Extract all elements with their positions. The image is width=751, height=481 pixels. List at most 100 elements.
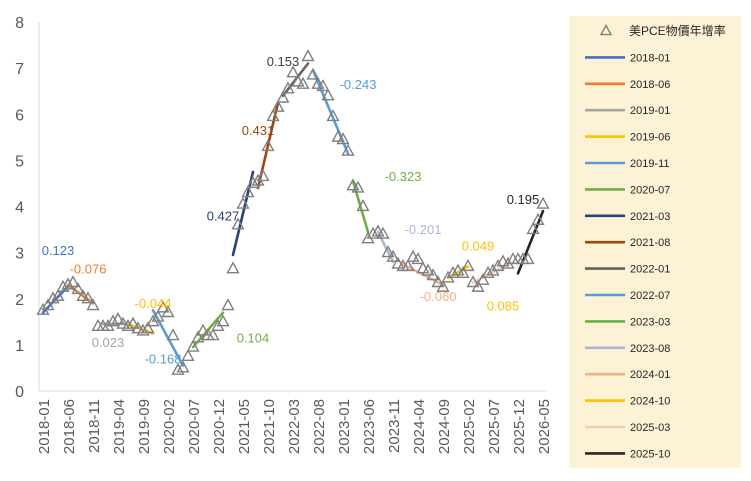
slope-label: -0.168: [145, 351, 182, 366]
data-point: [521, 252, 535, 265]
data-point: [171, 362, 185, 375]
data-point: [51, 288, 65, 302]
y-tick-label: 7: [15, 61, 24, 78]
data-point: [206, 328, 220, 341]
x-tick-label: 2022-03: [286, 399, 303, 454]
data-point: [141, 321, 155, 334]
data-point: [336, 132, 350, 145]
legend-label: 2019-01: [630, 105, 670, 117]
y-tick-label: 1: [15, 338, 24, 355]
data-point: [531, 212, 545, 225]
data-point: [46, 291, 60, 304]
data-point: [221, 298, 235, 311]
data-point: [316, 79, 330, 92]
legend-label: 2023-08: [630, 343, 670, 355]
x-tick-label: 2019-09: [136, 399, 153, 454]
slope-label: 0.427: [207, 208, 240, 223]
slope-label: -0.060: [420, 289, 457, 304]
data-point: [291, 74, 305, 87]
data-point: [276, 90, 290, 103]
x-tick-label: 2023-06: [361, 399, 378, 454]
data-point: [226, 261, 240, 274]
scatter-points: [36, 49, 550, 375]
slope-label: -0.044: [135, 296, 172, 311]
data-point: [86, 298, 100, 311]
data-point: [466, 275, 480, 288]
data-point: [116, 316, 130, 329]
data-point: [246, 175, 260, 189]
data-point: [166, 328, 180, 341]
legend-label: 2019-11: [630, 158, 670, 170]
data-point: [301, 49, 315, 62]
y-tick-label: 4: [15, 200, 24, 217]
slope-label: 0.153: [267, 54, 300, 69]
data-point: [161, 305, 175, 318]
x-tick-label: 2019-04: [111, 399, 128, 454]
data-point: [121, 318, 135, 332]
y-tick-label: 3: [15, 246, 24, 263]
slope-label: 0.123: [42, 243, 75, 258]
legend: 美PCE物價年增率 2018-01 2018-06 2019-01 2019-06 201…: [569, 16, 741, 468]
data-point: [126, 316, 140, 329]
x-tick-label: 2021-05: [236, 399, 253, 454]
data-point: [406, 249, 420, 262]
slope-label: 0.195: [507, 192, 540, 207]
data-point: [61, 277, 75, 290]
data-point: [261, 139, 275, 152]
data-point: [266, 109, 280, 122]
data-point: [306, 67, 320, 80]
data-point: [381, 245, 395, 258]
data-point: [136, 323, 150, 336]
data-point: [236, 196, 250, 209]
slope-label: -0.201: [405, 222, 442, 237]
x-tick-label: 2022-08: [311, 399, 328, 454]
y-tick-label: 0: [15, 384, 24, 401]
data-point: [536, 196, 550, 209]
data-point: [181, 348, 195, 362]
y-tick-label: 8: [15, 15, 24, 32]
data-point: [386, 249, 400, 262]
data-point: [446, 265, 460, 278]
data-point: [471, 279, 485, 292]
data-point: [151, 309, 165, 322]
legend-label: 2021-03: [630, 211, 670, 223]
data-point: [176, 360, 190, 373]
data-point: [496, 254, 510, 267]
data-point: [186, 339, 200, 352]
x-tick-label: 2023-01: [336, 399, 353, 454]
data-point: [196, 323, 210, 336]
y-tick-label: 2: [15, 292, 24, 309]
legend-label: 2022-07: [630, 290, 670, 302]
data-point: [526, 222, 540, 235]
data-point: [351, 180, 365, 193]
x-tick-label: 2025-02: [461, 399, 478, 454]
y-tick-label: 6: [15, 107, 24, 124]
data-point: [281, 81, 295, 94]
data-point: [321, 88, 335, 101]
slope-label: 0.023: [92, 335, 125, 350]
data-point: [66, 275, 80, 288]
data-point: [111, 312, 125, 325]
data-point: [216, 314, 230, 327]
legend-label: 2021-08: [630, 237, 670, 249]
data-point: [481, 265, 495, 278]
slope-label: -0.076: [70, 261, 107, 276]
legend-label: 2023-03: [630, 316, 670, 328]
trend-line: [231, 170, 255, 257]
data-point: [411, 252, 425, 265]
x-tick-label: 2024-04: [411, 399, 428, 454]
data-point: [156, 300, 170, 313]
data-point: [451, 263, 465, 276]
data-point: [436, 279, 450, 292]
slope-label: -0.323: [385, 169, 422, 184]
data-point: [271, 99, 285, 112]
data-point: [476, 272, 490, 285]
data-point: [391, 256, 405, 269]
y-tick-label: 5: [15, 153, 24, 170]
data-point: [341, 143, 355, 156]
data-point: [76, 288, 90, 302]
data-point: [426, 268, 440, 281]
legend-label: 2025-03: [630, 422, 670, 434]
legend-label: 2025-10: [630, 448, 670, 460]
data-point: [456, 265, 470, 278]
